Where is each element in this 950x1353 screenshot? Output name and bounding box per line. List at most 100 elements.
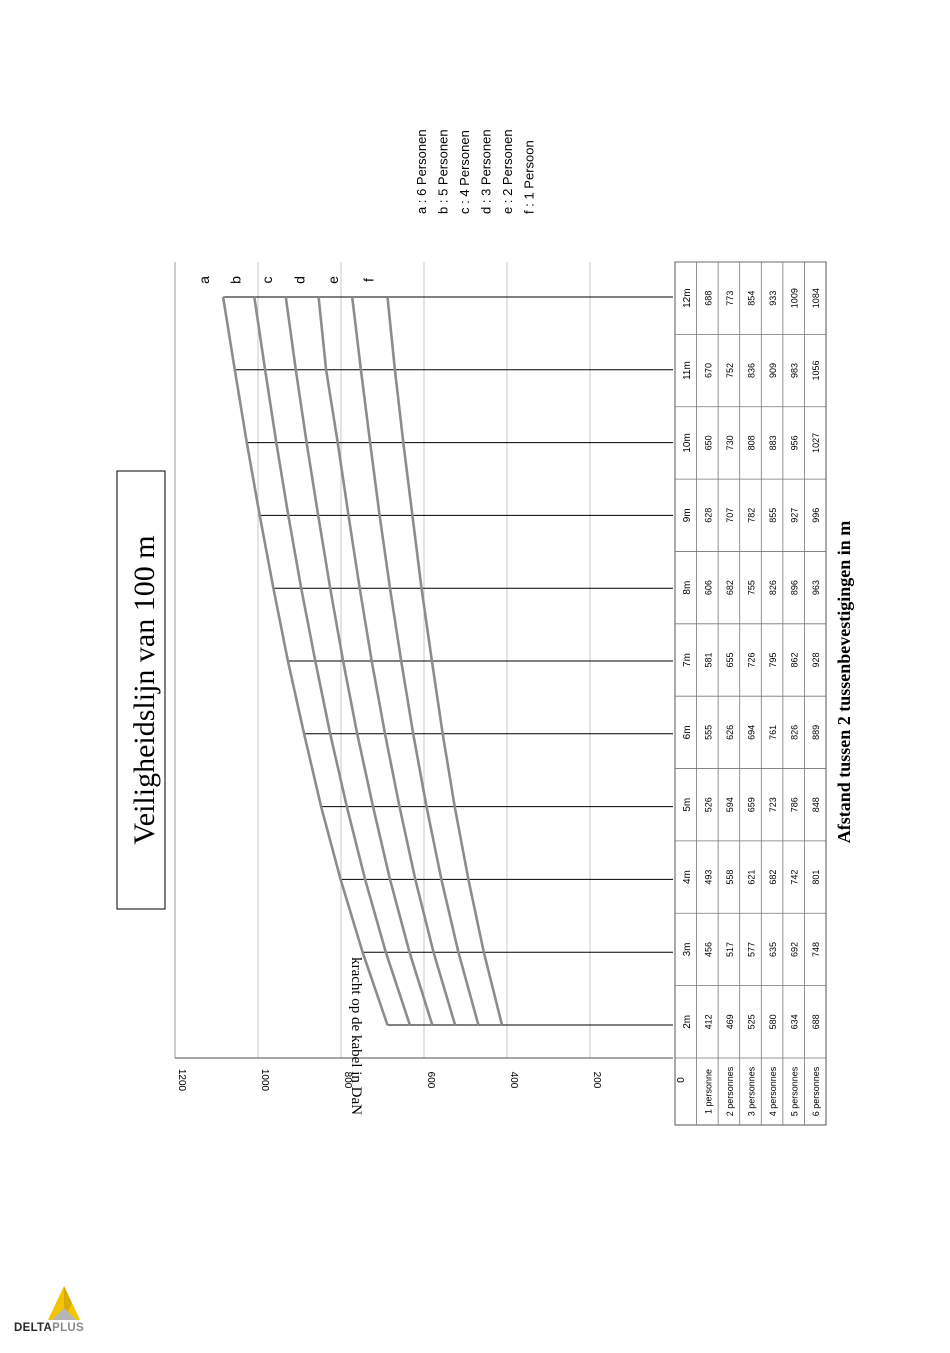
table-value: 412: [703, 1014, 713, 1029]
table-series-name: 4 personnes: [768, 1066, 778, 1116]
table-category-label: 11m: [682, 361, 693, 380]
table-value: 983: [790, 363, 800, 378]
table-value: 836: [747, 363, 757, 378]
logo-text: DELTAPLUS: [14, 1322, 118, 1334]
table-value: 694: [747, 725, 757, 740]
table-value: 659: [747, 797, 757, 812]
table-value: 580: [768, 1014, 778, 1029]
table-category-label: 7m: [682, 653, 693, 667]
table-value: 1056: [811, 361, 821, 381]
table-series-name: 6 personnes: [811, 1066, 821, 1116]
table-value: 626: [725, 725, 735, 740]
table-value: 755: [747, 580, 757, 595]
table-category-label: 8m: [682, 581, 693, 595]
table-value: 963: [811, 580, 821, 595]
series-line-a: [221, 296, 389, 1026]
legend-entry: e : 2 Personen: [500, 129, 515, 214]
table-category-label: 5m: [682, 798, 693, 812]
table-category-label: 6m: [682, 725, 693, 739]
table-category-label: 10m: [682, 433, 693, 452]
table-value: 854: [747, 291, 757, 306]
table-value: 670: [703, 363, 713, 378]
table-value: 1084: [811, 288, 821, 308]
drop-lines: [223, 296, 673, 1026]
series-line-f: [386, 296, 504, 1026]
table-value: 555: [703, 725, 713, 740]
table-value: 493: [703, 870, 713, 885]
table-value: 928: [811, 652, 821, 667]
table-value: 692: [790, 942, 800, 957]
y-tick-label: 600: [425, 1072, 436, 1089]
logo-text-accent: PLUS: [52, 1322, 84, 1334]
deltaplus-logo: DELTAPLUS: [14, 1282, 118, 1342]
table-category-label: 3m: [682, 943, 693, 957]
table-value: 650: [703, 435, 713, 450]
series-line-d: [317, 296, 457, 1026]
table-value: 956: [790, 435, 800, 450]
table-value: 996: [811, 508, 821, 523]
legend-entry: b : 5 Personen: [436, 129, 451, 214]
table-value: 909: [768, 363, 778, 378]
chart-group: Veiligheidslijn van 100 m 0 200 400 600 800 10…: [116, 129, 854, 1126]
y-tick-label: 1000: [259, 1069, 270, 1092]
table-value: 517: [725, 942, 735, 957]
series-end-label: d: [292, 276, 308, 284]
table-category-label: 12m: [682, 288, 693, 307]
table-value: 628: [703, 508, 713, 523]
x-axis-label: Afstand tussen 2 tussenbevestigingen in …: [834, 521, 854, 844]
table-series-name: 5 personnes: [790, 1066, 800, 1116]
table-value: 896: [790, 580, 800, 595]
y-tick-label: 400: [508, 1072, 519, 1089]
series-end-label: f: [360, 278, 376, 282]
series-end-label: e: [325, 276, 341, 284]
table-value: 933: [768, 291, 778, 306]
table-series-name: 1 personne: [703, 1069, 713, 1114]
table-series-name: 2 personnes: [725, 1066, 735, 1116]
series-line-b: [253, 296, 412, 1026]
table-frame: [674, 261, 827, 1126]
table-value: 682: [725, 580, 735, 595]
y-tick-label: 800: [342, 1072, 353, 1089]
table-value: 855: [768, 508, 778, 523]
table-value: 748: [811, 942, 821, 957]
series-line-e: [350, 296, 480, 1026]
legend-entry: d : 3 Personen: [479, 129, 494, 214]
table-value: 826: [768, 580, 778, 595]
legend-entry: c : 4 Personen: [457, 130, 472, 214]
table-value: 594: [725, 797, 735, 812]
table-value: 707: [725, 508, 735, 523]
table-value: 581: [703, 652, 713, 667]
table-value: 655: [725, 652, 735, 667]
table-value: 525: [747, 1014, 757, 1029]
table-value: 526: [703, 797, 713, 812]
table-value: 761: [768, 725, 778, 740]
table-value: 456: [703, 942, 713, 957]
table-category-label: 4m: [682, 870, 693, 884]
table-series-name: 3 personnes: [747, 1066, 757, 1116]
series-end-label: a: [196, 276, 212, 284]
table-value: 795: [768, 652, 778, 667]
table-value: 808: [747, 435, 757, 450]
table-value: 889: [811, 725, 821, 740]
table-value: 730: [725, 435, 735, 450]
y-axis-label: kracht op de kabel in DaN: [348, 957, 364, 1115]
title-frame: [116, 470, 166, 910]
table-value: 826: [790, 725, 800, 740]
table-value: 723: [768, 797, 778, 812]
table-value: 726: [747, 652, 757, 667]
table-value: 786: [790, 797, 800, 812]
table-value: 801: [811, 870, 821, 885]
chart-title: Veiligheidslijn van 100 m: [128, 535, 161, 844]
series-end-label: c: [259, 277, 275, 284]
y-tick-label: 200: [591, 1072, 602, 1089]
table-category-label: 2m: [682, 1015, 693, 1029]
table-value: 577: [747, 942, 757, 957]
table-value: 634: [790, 1014, 800, 1029]
table-value: 883: [768, 435, 778, 450]
table-value: 927: [790, 508, 800, 523]
table-value: 848: [811, 797, 821, 812]
title-box: Veiligheidslijn van 100 m: [116, 470, 166, 910]
series-line-c: [284, 296, 434, 1026]
